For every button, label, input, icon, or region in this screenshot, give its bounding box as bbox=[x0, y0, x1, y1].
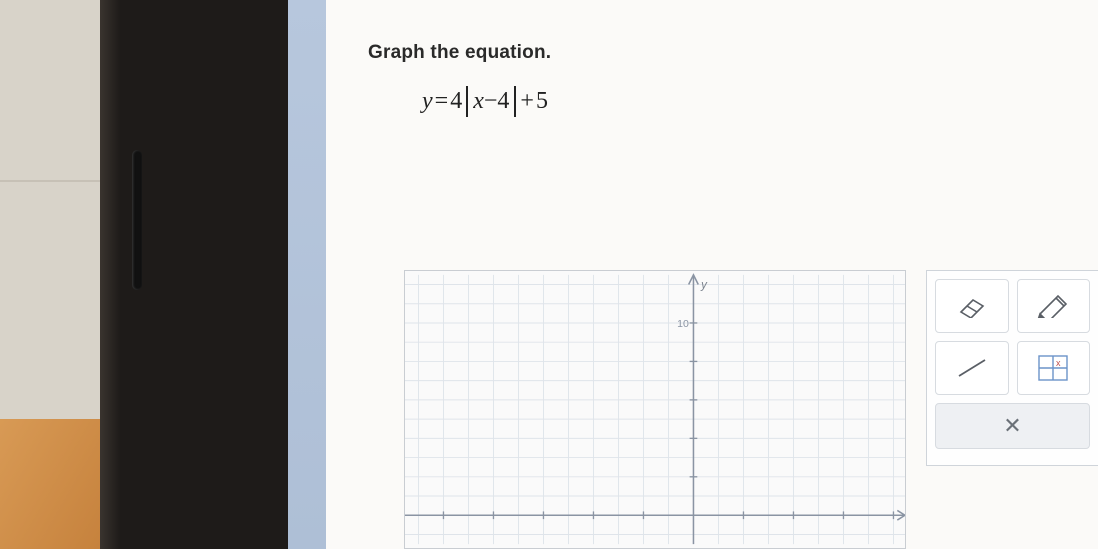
close-icon: ✕ bbox=[1003, 413, 1021, 439]
reset-button[interactable]: ✕ bbox=[935, 403, 1090, 449]
y-axis-label: y bbox=[700, 279, 708, 291]
question-content: Graph the equation. y = 4 x−4 + 5 bbox=[326, 0, 1098, 549]
equation-coef: 4 bbox=[450, 88, 462, 115]
graph-canvas[interactable]: y 10 bbox=[405, 271, 905, 548]
graph-panel[interactable]: y 10 bbox=[404, 270, 906, 549]
question-prompt: Graph the equation. bbox=[368, 42, 1072, 64]
pencil-button[interactable] bbox=[1017, 279, 1091, 333]
tablet-bezel bbox=[100, 0, 288, 549]
equation-lhs: y bbox=[422, 88, 433, 115]
eraser-icon bbox=[955, 294, 989, 318]
equation-abs-var: x bbox=[473, 88, 484, 114]
equation: y = 4 x−4 + 5 bbox=[422, 86, 1072, 117]
equation-tail-op: + bbox=[520, 88, 534, 115]
equation-abs-const: 4 bbox=[497, 88, 509, 114]
svg-text:x: x bbox=[1056, 358, 1061, 368]
equation-abs-op: − bbox=[484, 88, 498, 114]
snap-grid-icon: x bbox=[1038, 355, 1068, 381]
snap-grid-button[interactable]: x bbox=[1017, 341, 1091, 395]
pencil-icon bbox=[1036, 294, 1070, 318]
line-tool-button[interactable] bbox=[935, 341, 1009, 395]
tool-palette: x ✕ bbox=[926, 270, 1098, 466]
tablet-volume-button bbox=[132, 150, 142, 290]
line-tool-icon bbox=[955, 356, 989, 380]
photo-context bbox=[0, 0, 288, 549]
left-gutter bbox=[288, 0, 326, 549]
app-surface: Graph the equation. y = 4 x−4 + 5 bbox=[288, 0, 1098, 549]
equation-equals: = bbox=[435, 88, 449, 115]
equation-abs: x−4 bbox=[466, 86, 516, 117]
equation-tail-const: 5 bbox=[536, 88, 548, 115]
tablet-bezel-edge bbox=[100, 0, 120, 549]
graph-axes bbox=[405, 275, 905, 544]
graph-grid bbox=[405, 275, 905, 544]
ytick-10-label: 10 bbox=[677, 318, 689, 330]
wall-seam bbox=[0, 180, 100, 182]
eraser-button[interactable] bbox=[935, 279, 1009, 333]
